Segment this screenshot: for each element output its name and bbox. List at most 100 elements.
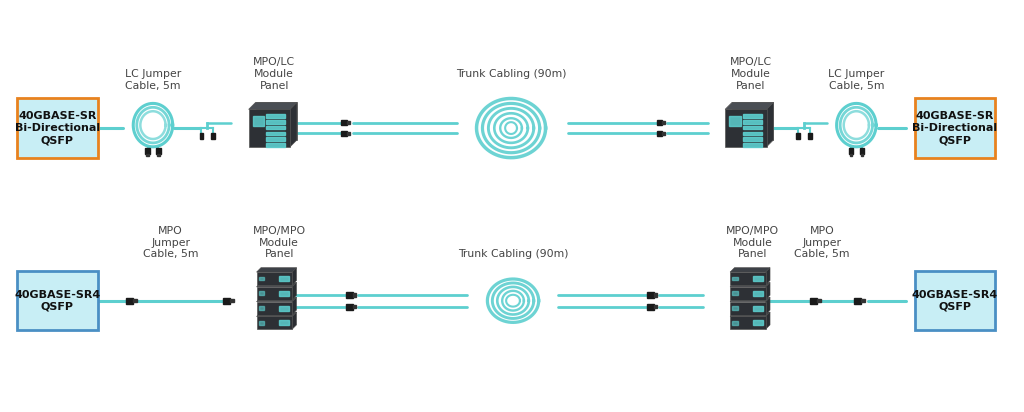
Bar [146,154,148,156]
Text: LC Jumper
Cable, 5m: LC Jumper Cable, 5m [828,69,885,91]
Polygon shape [292,312,297,329]
Text: MPO/MPO
Module
Panel: MPO/MPO Module Panel [726,226,779,259]
Bar [753,321,763,325]
Bar [257,302,292,314]
Text: MPO/LC
Module
Panel: MPO/LC Module Panel [730,57,772,91]
Text: LC Jumper
Cable, 5m: LC Jumper Cable, 5m [125,69,181,91]
Bar [347,121,349,124]
Bar [742,143,762,147]
Bar [647,292,654,298]
Polygon shape [766,297,770,314]
Polygon shape [290,103,297,147]
Bar [859,148,864,154]
Polygon shape [257,268,297,272]
Polygon shape [257,297,297,302]
Bar [730,302,766,314]
Bar [341,120,347,125]
Polygon shape [766,268,770,285]
Polygon shape [730,268,770,272]
Bar [647,304,654,309]
Bar [347,132,349,135]
FancyBboxPatch shape [16,98,97,158]
Polygon shape [766,312,770,329]
Text: 40GBASE-SR
Bi-Directional
QSFP: 40GBASE-SR Bi-Directional QSFP [14,111,99,145]
Polygon shape [730,283,770,287]
Bar [211,133,215,139]
Bar [157,148,161,154]
Bar [729,116,741,126]
Bar [654,293,657,297]
Bar [657,131,663,136]
Bar [657,120,663,125]
Bar [753,276,763,281]
Text: 40GBASE-SR
Bi-Directional
QSFP: 40GBASE-SR Bi-Directional QSFP [912,111,997,145]
Bar [663,132,666,135]
Bar [158,154,160,156]
Bar [730,287,766,300]
Text: MPO
Jumper
Cable, 5m: MPO Jumper Cable, 5m [143,226,199,259]
Polygon shape [730,297,770,302]
Bar [258,321,264,325]
Bar [850,154,852,156]
Polygon shape [766,283,770,300]
Bar [280,291,289,296]
Bar [266,115,285,118]
Bar [797,133,800,139]
Bar [257,272,292,285]
Bar [223,297,230,304]
Bar [742,120,762,124]
Bar [654,305,657,309]
Bar [753,291,763,296]
Bar [742,126,762,129]
Bar [732,306,738,310]
Polygon shape [767,103,773,147]
Bar [133,299,137,302]
Bar [742,131,762,135]
Bar [732,291,738,295]
Polygon shape [732,103,773,140]
Bar [808,133,812,139]
FancyBboxPatch shape [914,271,995,330]
Bar [266,126,285,129]
Bar [353,293,356,297]
Bar [230,299,233,302]
Bar [145,148,150,154]
Bar [258,306,264,310]
Text: MPO
Jumper
Cable, 5m: MPO Jumper Cable, 5m [794,226,850,259]
Bar [126,297,133,304]
Bar [280,306,289,311]
Bar [817,299,820,302]
Bar [810,297,817,304]
Bar [258,291,264,295]
Polygon shape [725,103,773,109]
FancyBboxPatch shape [16,271,97,330]
Bar [742,115,762,118]
FancyBboxPatch shape [914,98,995,158]
Bar [854,297,861,304]
Polygon shape [730,312,770,316]
Polygon shape [292,297,297,314]
Bar [353,305,356,309]
Bar [730,272,766,285]
Text: 40GBASE-SR4
QSFP: 40GBASE-SR4 QSFP [911,290,998,312]
Bar [253,116,264,126]
Bar [732,321,738,325]
Bar [257,316,292,329]
FancyBboxPatch shape [249,109,290,147]
Text: MPO/LC
Module
Panel: MPO/LC Module Panel [253,57,295,91]
Bar [258,276,264,281]
Bar [346,292,353,298]
FancyBboxPatch shape [725,109,767,147]
Text: MPO/MPO
Module
Panel: MPO/MPO Module Panel [253,226,306,259]
Bar [280,321,289,325]
Text: 40GBASE-SR4
QSFP: 40GBASE-SR4 QSFP [14,290,100,312]
Bar [849,148,853,154]
Polygon shape [249,103,297,109]
Polygon shape [257,312,297,316]
Polygon shape [292,268,297,285]
Polygon shape [292,283,297,300]
Bar [753,306,763,311]
Polygon shape [257,283,297,287]
Polygon shape [256,103,297,140]
Text: Trunk Cabling (90m): Trunk Cabling (90m) [458,249,568,259]
